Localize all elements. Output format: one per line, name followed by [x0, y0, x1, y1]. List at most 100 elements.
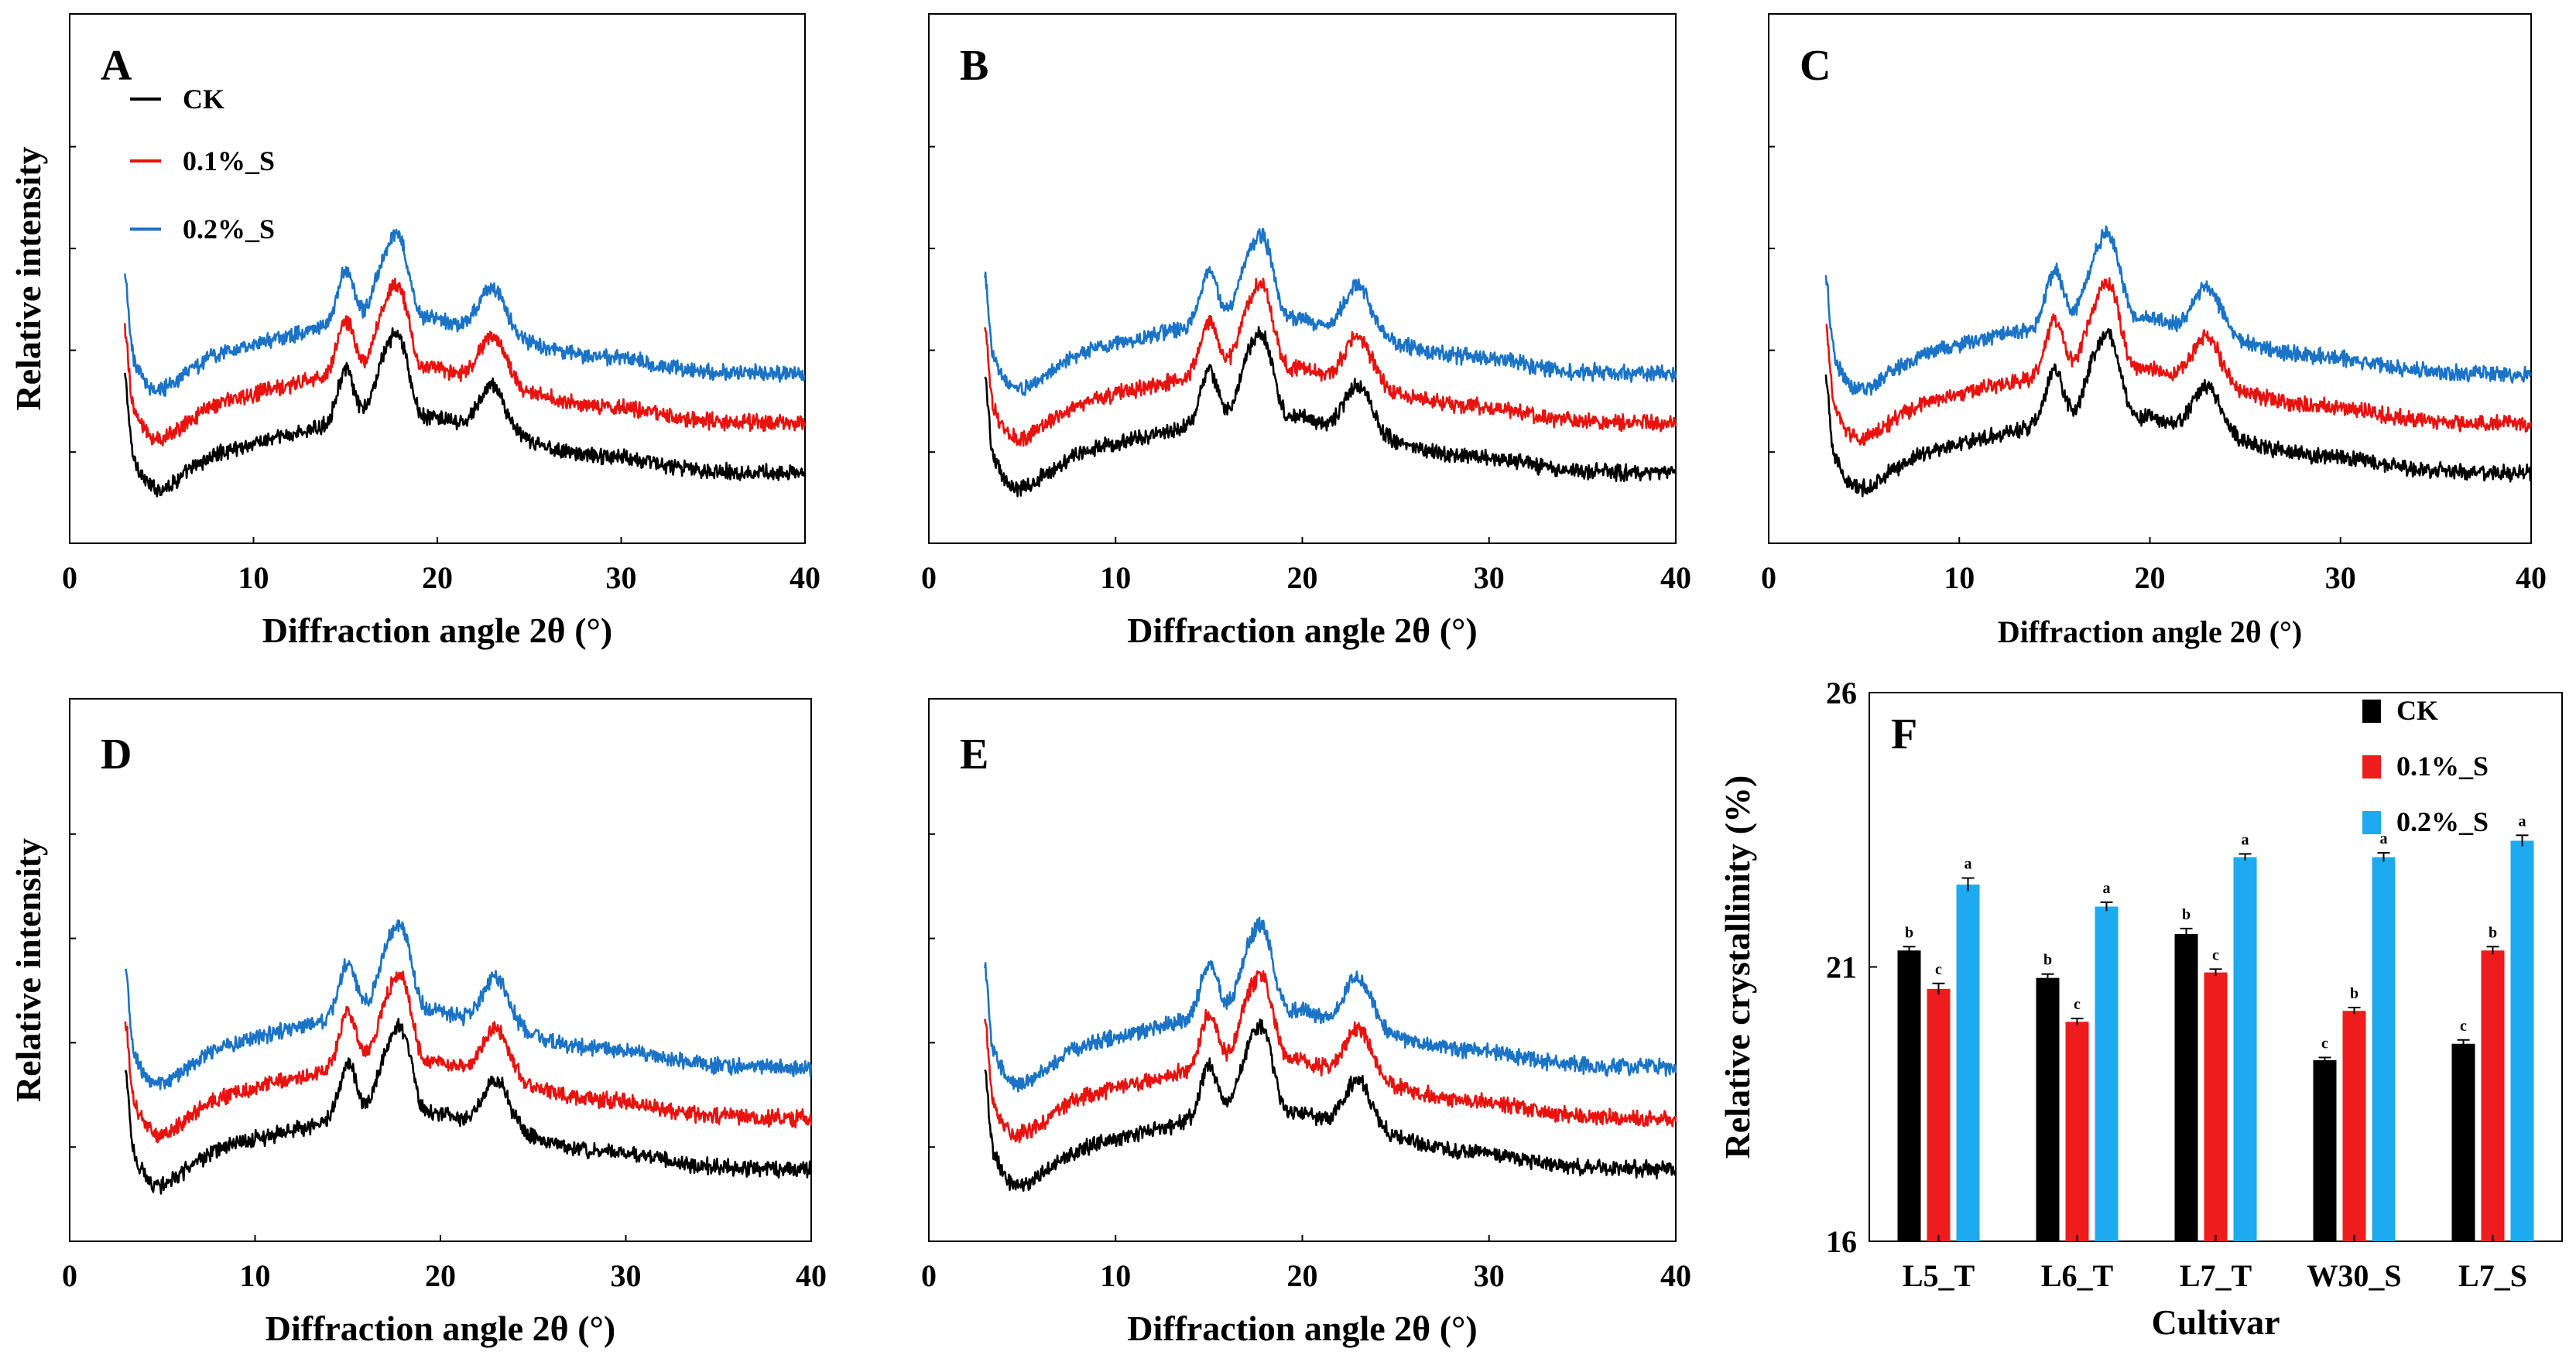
panel-letter-f: F [1891, 710, 1917, 758]
x-axis-title: Diffraction angle 2θ (°) [1127, 611, 1477, 650]
x-axis-title: Diffraction angle 2θ (°) [265, 1309, 615, 1348]
y-tick-label: 21 [1826, 950, 1857, 985]
legend-swatch [2362, 700, 2381, 723]
plot-frame [928, 13, 1677, 544]
x-tick-label: 0 [921, 560, 937, 595]
bar-l5-t-ck [1897, 950, 1921, 1241]
x-tick-label: 10 [1100, 560, 1131, 595]
bar-l5-t-02s [1956, 885, 1980, 1241]
significance-letter: c [2074, 996, 2081, 1013]
bar-l6-t-01s [2065, 1021, 2089, 1241]
plot-frame [1768, 13, 2532, 544]
significance-letter: c [2460, 1018, 2467, 1035]
legend-label: 0.2%_S [2396, 806, 2489, 837]
x-tick-label: 30 [1474, 1258, 1505, 1293]
x-tick-label: 30 [2325, 560, 2356, 595]
panel-letter-e: E [960, 731, 988, 779]
xrd-panel-A: 0 10 20 30 40 A Diffraction angle 2θ (°) Relati… [9, 13, 820, 650]
x-tick-label: 0 [62, 1258, 77, 1293]
x-tick-label: L7_T [2180, 1258, 2252, 1293]
x-tick-label: L6_T [2041, 1258, 2114, 1293]
y-axis-title: Relative crystallinity (%) [1718, 775, 1757, 1159]
x-tick-label: L5_T [1903, 1258, 1975, 1293]
significance-letter: a [1965, 856, 1972, 873]
legend-label: CK [183, 84, 224, 115]
x-tick-label: 40 [796, 1258, 827, 1293]
significance-letter: c [1935, 961, 1942, 978]
panel-letter-a: A [101, 42, 132, 90]
x-axis-title: Diffraction angle 2θ (°) [262, 611, 612, 650]
x-tick-label: 40 [790, 560, 820, 595]
significance-letter: a [2380, 830, 2388, 847]
x-tick-label: 20 [1287, 1258, 1318, 1293]
x-tick-label: 20 [422, 560, 453, 595]
x-tick-label: W30_S [2307, 1258, 2401, 1293]
series-line-02s [124, 228, 806, 397]
significance-letter: c [2212, 946, 2219, 963]
series-line-01s [1825, 277, 2533, 447]
x-tick-label: 40 [1660, 560, 1691, 595]
series-line-ck [984, 326, 1677, 498]
xrd-panel-C: 0 10 20 30 40 C Diffraction angle 2θ (°) [1761, 13, 2547, 649]
x-tick-label: 0 [1761, 560, 1776, 595]
x-tick-label: 10 [1944, 560, 1975, 595]
series-line-02s [1824, 225, 2532, 396]
y-axis-title: Relative intensity [9, 838, 48, 1102]
series-line-02s [984, 228, 1677, 396]
xrd-panel-B: 0 10 20 30 40 B Diffraction angle 2θ (°) [921, 13, 1691, 650]
bar-w30-s-ck [2313, 1060, 2337, 1241]
bar-l6-t-02s [2095, 906, 2119, 1241]
x-tick-label: 30 [611, 1258, 642, 1293]
x-tick-label: 20 [1287, 560, 1318, 595]
legend-swatch [2362, 755, 2381, 779]
legend-label: 0.2%_S [183, 214, 275, 245]
bar-l7-s-02s [2510, 840, 2534, 1241]
significance-letter: a [2103, 880, 2111, 897]
series-line-01s [984, 970, 1677, 1144]
x-tick-label: L7_S [2458, 1258, 2527, 1293]
series-line-02s [984, 916, 1677, 1093]
bar-l7-t-02s [2233, 857, 2257, 1241]
x-tick-label: 40 [2516, 560, 2547, 595]
xrd-panel-E: 0 10 20 30 40 E Diffraction angle 2θ (°) [921, 698, 1691, 1348]
x-axis-title: Diffraction angle 2θ (°) [1127, 1309, 1477, 1348]
bar-l7-s-ck [2451, 1043, 2475, 1241]
bar-w30-s-02s [2372, 857, 2396, 1241]
xrd-panel-D: 0 10 20 30 40 D Diffraction angle 2θ (°) Relati… [9, 698, 827, 1348]
legend-label: CK [2396, 695, 2438, 726]
x-tick-label: 0 [921, 1258, 937, 1293]
y-tick-label: 26 [1826, 676, 1857, 710]
bar-l7-t-ck [2174, 933, 2198, 1241]
x-axis-title: Diffraction angle 2θ (°) [1998, 614, 2302, 649]
legend: CK 0.1%_S 0.2%_S [130, 84, 275, 245]
x-axis-title: Cultivar [2151, 1302, 2280, 1342]
series-line-ck [984, 1018, 1677, 1193]
legend-label: 0.1%_S [2396, 751, 2489, 782]
significance-letter: c [2321, 1035, 2328, 1052]
bar-w30-s-01s [2342, 1011, 2366, 1241]
significance-letter: b [2182, 906, 2191, 923]
x-tick-label: 0 [62, 560, 77, 595]
plot-frame [69, 13, 806, 544]
bar-l7-s-01s [2481, 950, 2505, 1241]
panel-letter-c: C [1800, 42, 1831, 90]
legend-swatch [2362, 811, 2381, 834]
significance-letter: b [2350, 985, 2358, 1002]
y-axis-title: Relative intensity [9, 146, 48, 410]
plot-frame [69, 698, 812, 1242]
x-tick-label: 20 [425, 1258, 456, 1293]
series-line-01s [124, 970, 813, 1144]
legend: CK 0.1%_S 0.2%_S [2362, 695, 2489, 837]
series-line-02s [124, 919, 813, 1090]
legend-label: 0.1%_S [183, 145, 275, 176]
significance-letter: a [2242, 831, 2249, 848]
panel-letter-d: D [101, 731, 132, 779]
x-tick-label: 10 [238, 560, 269, 595]
plot-frame [928, 698, 1677, 1242]
bar-l6-t-ck [2036, 977, 2060, 1241]
significance-letter: a [2519, 813, 2526, 830]
series-line-ck [1824, 328, 2533, 498]
y-tick-label: 16 [1826, 1224, 1857, 1259]
significance-letter: b [2489, 924, 2497, 941]
